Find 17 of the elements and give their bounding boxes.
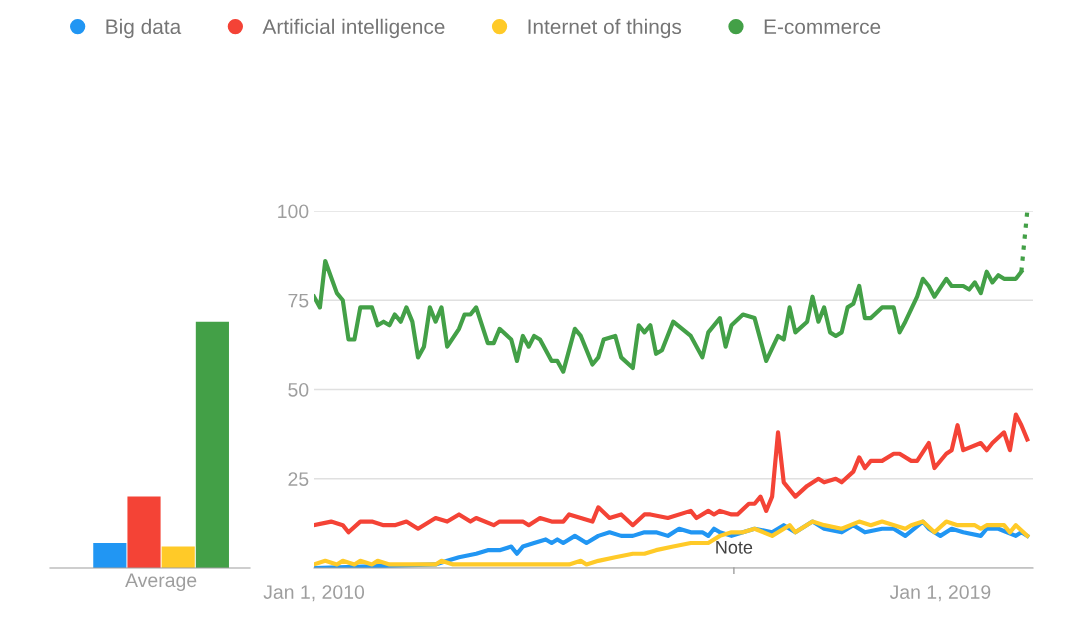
legend-label: Big data	[106, 18, 182, 39]
bar	[127, 496, 161, 568]
bar	[161, 546, 195, 568]
legend-label: Artificial intelligence	[262, 18, 445, 39]
legend-label: E-commerce	[764, 19, 881, 35]
legend-label: Internet of things	[528, 18, 682, 39]
y-tick-label: 25	[288, 472, 309, 486]
x-tick-label: Jan 1, 2010	[263, 585, 365, 602]
y-tick-label: 50	[288, 382, 309, 397]
y-tick-label: 75	[288, 293, 309, 308]
line-series	[314, 412, 1030, 535]
annotation: Note	[716, 541, 753, 554]
x-tick-label: Jan 1, 2019	[889, 585, 991, 602]
bar	[195, 321, 229, 568]
x-tick-label: Average	[125, 573, 197, 591]
y-tick-label: 100	[278, 204, 309, 219]
bar	[93, 543, 127, 568]
